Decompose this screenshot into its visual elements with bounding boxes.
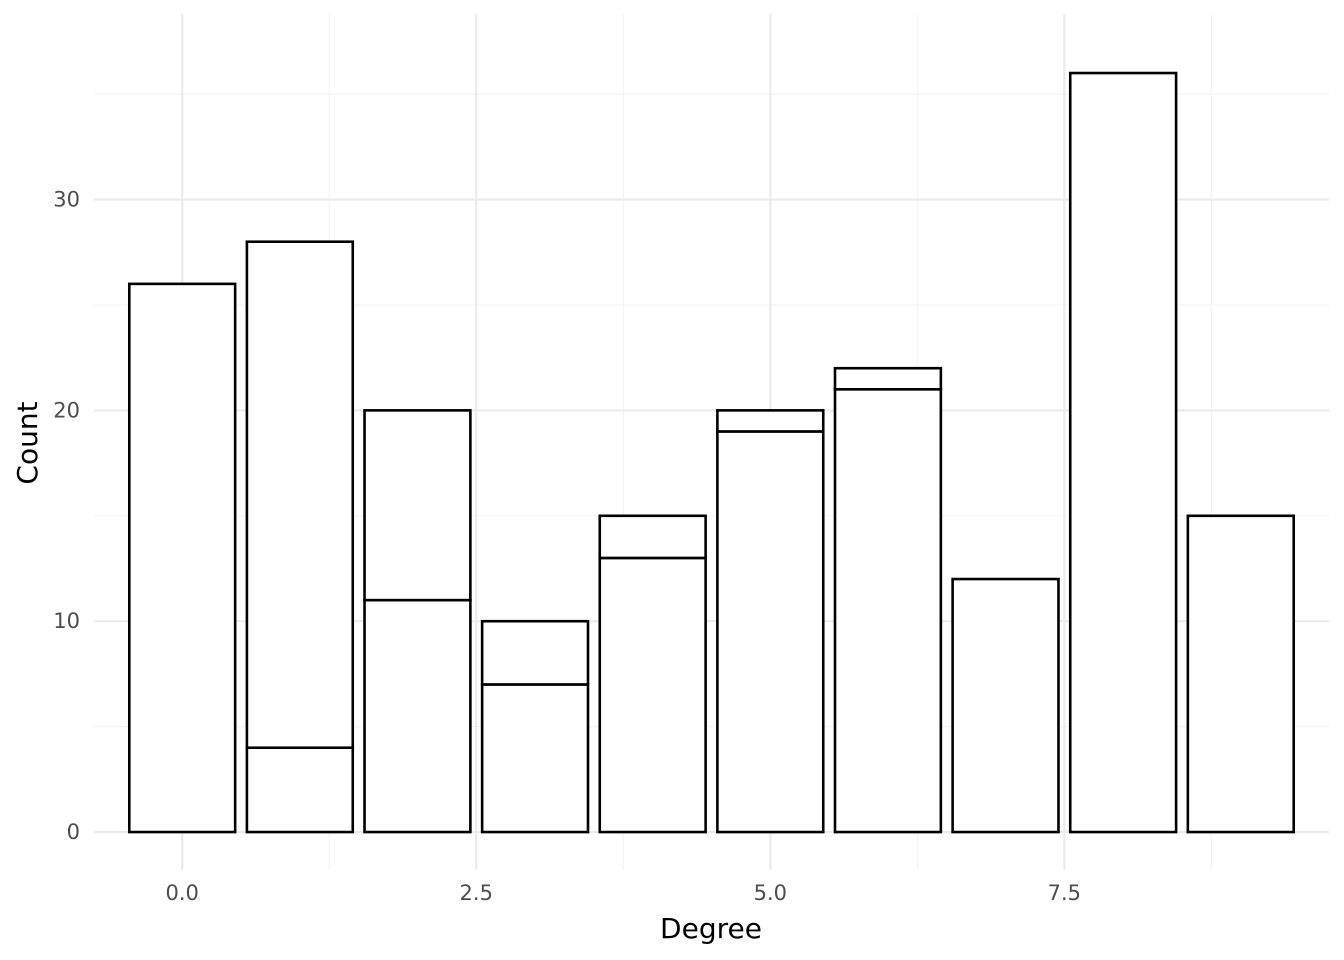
bar-x9-segment-1 [1186, 514, 1296, 834]
bar-x6-segment-2 [833, 366, 943, 391]
y-axis-ticks: 0 10 20 30 [53, 188, 80, 845]
x-tick-label: 2.5 [460, 881, 493, 905]
bar-x1-segment-1 [245, 746, 355, 834]
x-tick-label: 7.5 [1048, 881, 1081, 905]
bar-x4-segment-1 [598, 556, 707, 834]
bar-x8-segment-1 [1068, 71, 1178, 834]
bar-x2-segment-1 [363, 598, 472, 834]
x-tick-label: 5.0 [754, 881, 787, 905]
bar-x5-segment-2 [716, 409, 825, 433]
bar-x7-segment-1 [951, 577, 1060, 834]
bar-x4-segment-2 [598, 514, 707, 560]
bar-x5-segment-1 [716, 430, 825, 834]
y-tick-label: 0 [67, 820, 80, 844]
y-tick-label: 20 [53, 398, 80, 422]
bar-x0-segment-1 [127, 282, 237, 834]
bar-x3-segment-1 [480, 683, 590, 834]
bar-x3-segment-2 [480, 619, 590, 686]
x-tick-label: 0.0 [166, 881, 199, 905]
x-axis-ticks: 0.0 2.5 5.0 7.5 [166, 881, 1082, 905]
y-tick-label: 10 [53, 609, 80, 633]
bar-x1-segment-2 [245, 240, 355, 750]
bar-x2-segment-2 [363, 409, 472, 602]
y-tick-label: 30 [53, 188, 80, 212]
bars [127, 71, 1296, 834]
y-axis-title: Count [11, 401, 44, 484]
bar-x6-segment-1 [833, 387, 943, 834]
x-axis-title: Degree [660, 912, 762, 945]
